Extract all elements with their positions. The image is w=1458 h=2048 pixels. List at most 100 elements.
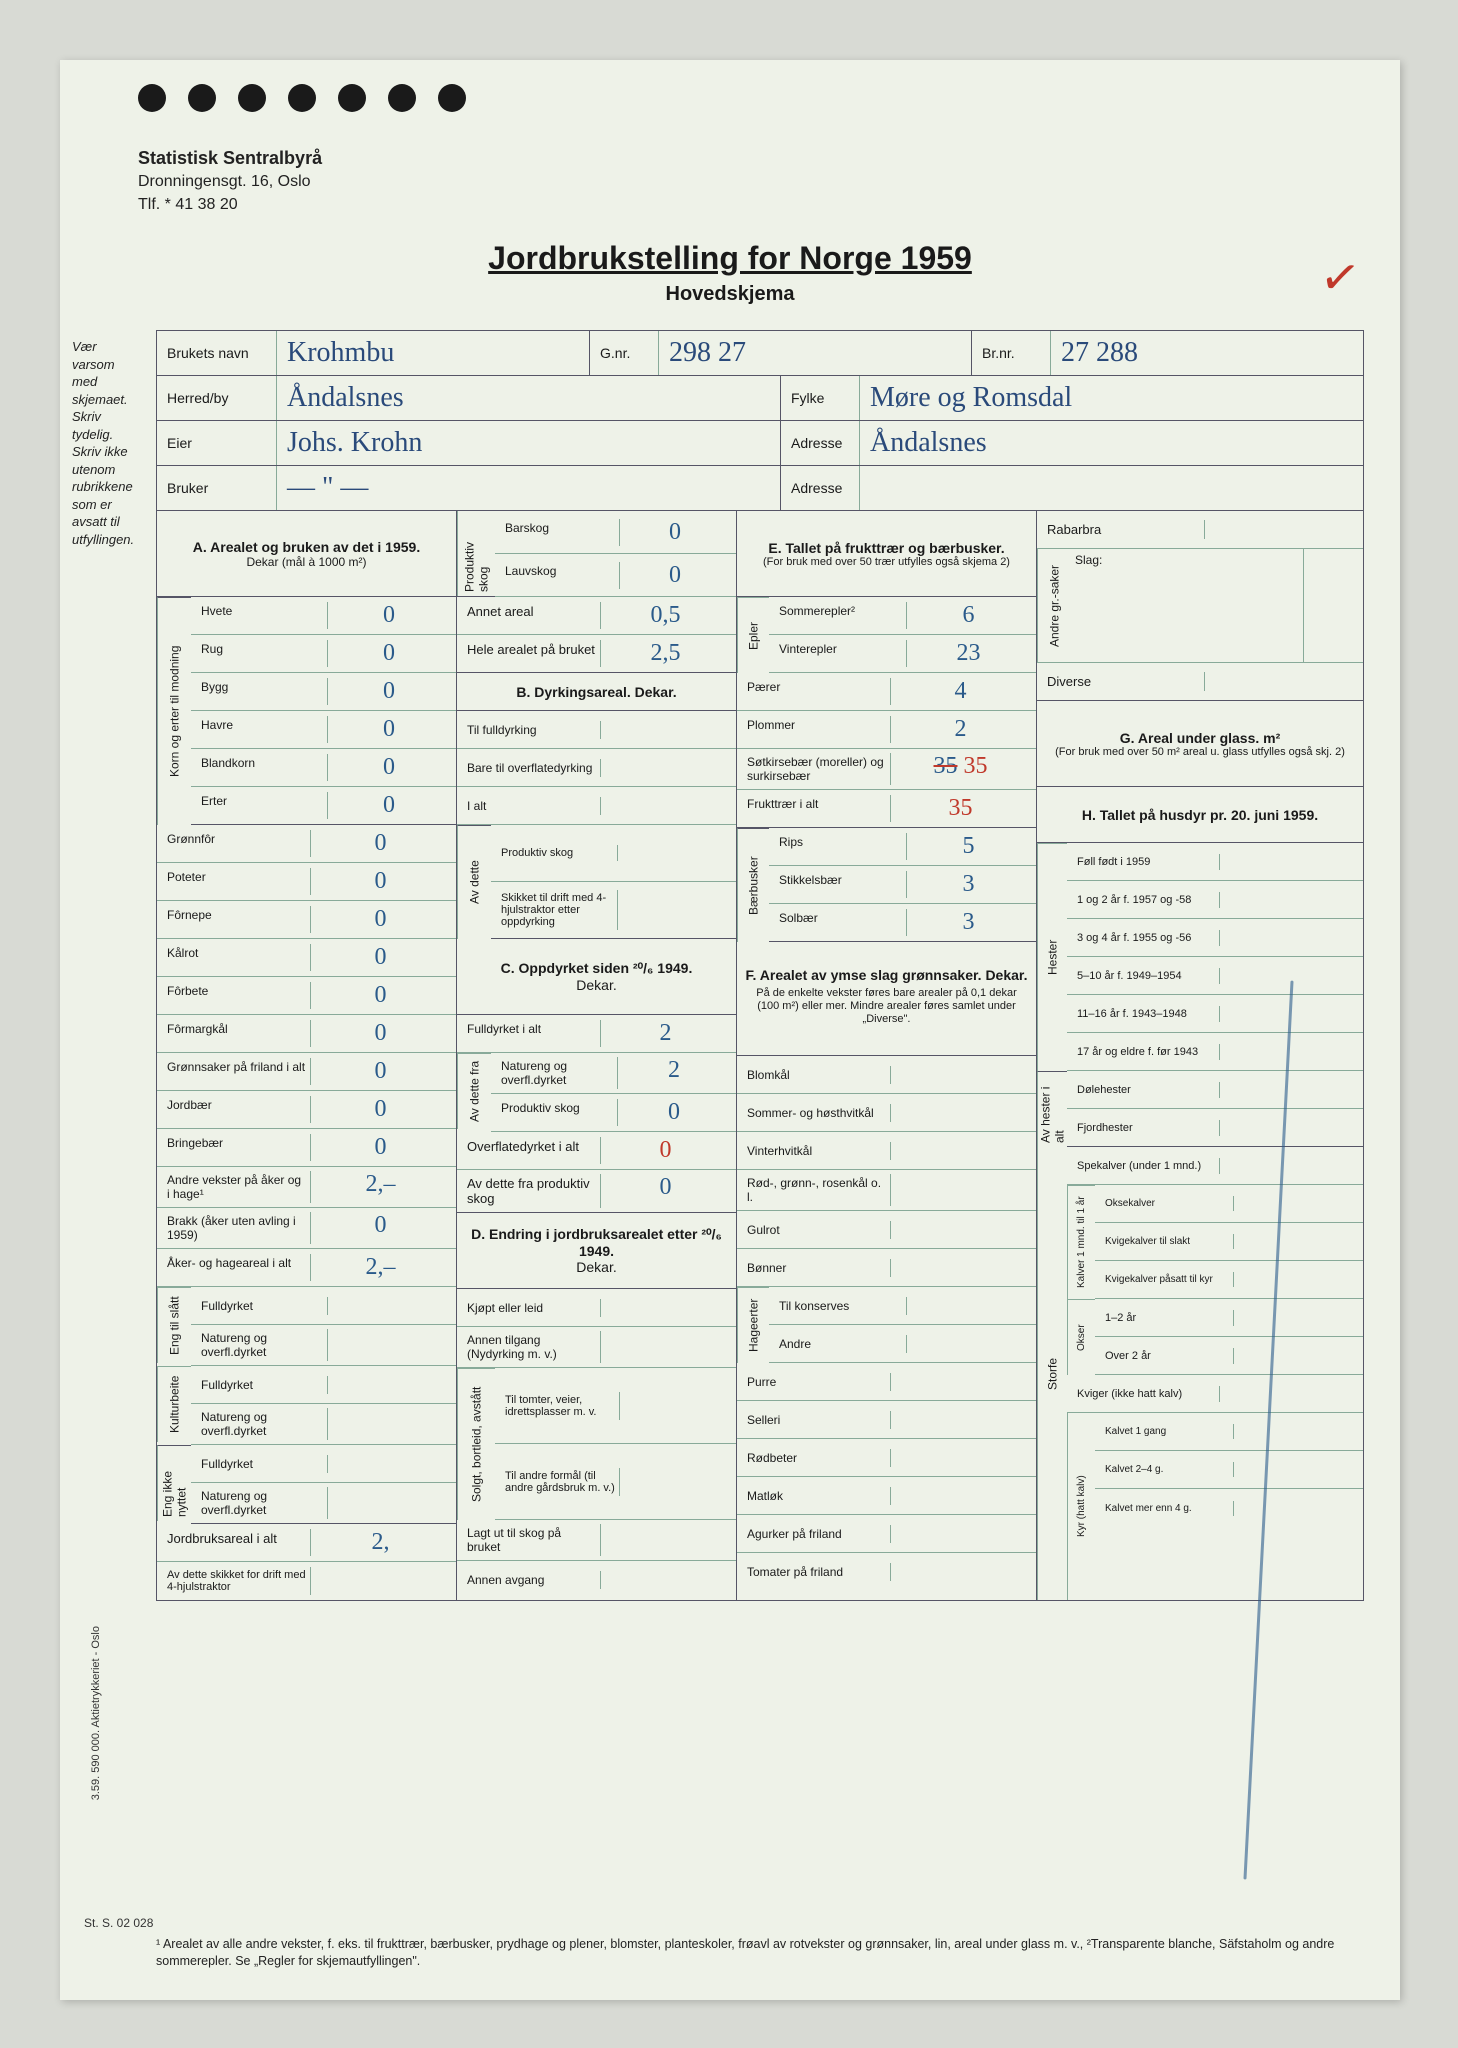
- row-value: 0: [328, 678, 450, 705]
- row-label: Gulrot: [743, 1221, 891, 1239]
- form-body: Brukets navn Krohmbu G.nr. 298 27 Br.nr.…: [156, 330, 1364, 1601]
- row-value: [618, 845, 730, 861]
- row-value: [618, 890, 730, 930]
- row-value: 0: [311, 1096, 450, 1123]
- val-herred: Åndalsnes: [277, 376, 780, 420]
- row-value: [891, 1373, 1030, 1391]
- c-over-l: Overflatedyrket i alt: [463, 1137, 601, 1164]
- title-main: Jordbrukstelling for Norge 1959: [60, 240, 1400, 277]
- data-row: 3 og 4 år f. 1955 og -56: [1067, 919, 1363, 957]
- row-label: Kjøpt eller leid: [463, 1299, 601, 1317]
- row-label: Bønner: [743, 1259, 891, 1277]
- row-value: 35: [891, 795, 1030, 822]
- data-row: Kalvet 1 gang: [1095, 1413, 1363, 1451]
- row-label: Selleri: [743, 1411, 891, 1429]
- row-label: Produktiv skog: [497, 845, 618, 861]
- data-row: Skikket til drift med 4-hjulstraktor ett…: [491, 882, 736, 939]
- annet-v: 0,5: [601, 602, 730, 629]
- slag-v: [1303, 549, 1363, 662]
- row-value: [601, 1331, 730, 1363]
- data-row: Hvete 0: [191, 597, 456, 635]
- data-row: Purre: [737, 1363, 1036, 1401]
- row-label: Skikket til drift med 4-hjulstraktor ett…: [497, 890, 618, 930]
- skikket-v: [311, 1567, 450, 1595]
- skikket-row: Av dette skikket for drift med 4-hjulstr…: [157, 1562, 456, 1600]
- row-bruker: Bruker — " — Adresse: [156, 465, 1364, 511]
- andre-gr-label: Andre gr.-saker: [1037, 549, 1071, 662]
- row-value: [1220, 892, 1358, 908]
- row-value: [620, 1468, 730, 1496]
- data-row: Fulldyrket: [191, 1445, 456, 1483]
- row-value: 0: [328, 754, 450, 781]
- hele-v: 2,5: [601, 640, 730, 667]
- row-label: Kålrot: [163, 944, 311, 971]
- row-label: Natureng og overfl.dyrket: [197, 1487, 328, 1519]
- row-value: [601, 759, 730, 777]
- row-value: [891, 1142, 1030, 1160]
- row-label: Fulldyrket: [197, 1297, 328, 1315]
- data-row: Til tomter, veier, idrettsplasser m. v.: [495, 1368, 736, 1444]
- c-avprod-v: 0: [601, 1174, 730, 1208]
- prodskog-vlabel: Produktiv skog: [457, 511, 495, 596]
- row-label: Oksekalver: [1101, 1196, 1234, 1211]
- diverse-row: Diverse: [1037, 663, 1363, 701]
- eng-vlabel: Eng til slått: [157, 1287, 191, 1363]
- punch-holes: [138, 84, 466, 112]
- data-row: Havre 0: [191, 711, 456, 749]
- data-row: Fôrnepe 0: [157, 901, 456, 939]
- data-row: Kjøpt eller leid: [457, 1289, 736, 1327]
- row-value: [1234, 1424, 1358, 1439]
- ikke-vlabel: Eng ikke nyttet: [157, 1445, 191, 1521]
- row-label: Brakk (åker uten avling i 1959): [163, 1212, 311, 1244]
- data-row: Produktiv skog: [491, 825, 736, 882]
- row-value: 2: [601, 1020, 730, 1047]
- data-row: Fulldyrket: [191, 1287, 456, 1325]
- row-value: 0: [311, 906, 450, 933]
- data-row: Fulldyrket i alt 2: [457, 1015, 736, 1053]
- c-over-v: 0: [601, 1137, 730, 1164]
- row-label: Dølehester: [1073, 1082, 1220, 1098]
- row-value: 0: [328, 640, 450, 667]
- c-over: Overflatedyrket i alt 0: [457, 1132, 736, 1170]
- row-label: Natureng og overfl.dyrket: [197, 1329, 328, 1361]
- row-label: Sommer- og høsthvitkål: [743, 1104, 891, 1122]
- row-value: [891, 1104, 1030, 1122]
- form-number: St. S. 02 028: [84, 1916, 153, 1930]
- data-row: Andre: [769, 1325, 1036, 1363]
- row-label: Rødbeter: [743, 1449, 891, 1467]
- row-label: Vinterhvitkål: [743, 1142, 891, 1160]
- c-avprod-l: Av dette fra produktiv skog: [463, 1174, 601, 1208]
- row-label: 17 år og eldre f. før 1943: [1073, 1044, 1220, 1060]
- row-label: Fôrmargkål: [163, 1020, 311, 1047]
- row-label: Til andre formål (til andre gårdsbruk m.…: [501, 1468, 620, 1496]
- data-row: 1 og 2 år f. 1957 og -58: [1067, 881, 1363, 919]
- row-label: Kalvet 2–4 g.: [1101, 1462, 1234, 1477]
- annet-row: Annet areal 0,5: [457, 597, 736, 635]
- col-ef: E. Tallet på frukttrær og bærbusker. (Fo…: [737, 511, 1037, 1600]
- data-row: I alt: [457, 787, 736, 825]
- busk-label: Bærbusker: [737, 828, 769, 942]
- head-b: B. Dyrkingsareal. Dekar.: [457, 673, 736, 711]
- data-row: Vinterhvitkål: [737, 1132, 1036, 1170]
- checkmark-icon: ✓: [1316, 247, 1364, 308]
- head-g: G. Areal under glass. m² (For bruk med o…: [1037, 701, 1363, 787]
- lbl-adresse2: Adresse: [780, 466, 860, 510]
- row-label: Natureng og overfl.dyrket: [197, 1408, 328, 1440]
- row-label: Blomkål: [743, 1066, 891, 1084]
- data-row: Fjordhester: [1067, 1109, 1363, 1147]
- data-row: Rug 0: [191, 635, 456, 673]
- data-row: Oksekalver: [1095, 1185, 1363, 1223]
- val-adresse2: [860, 466, 1363, 510]
- spe-v: [1220, 1158, 1358, 1174]
- row-value: [1220, 1120, 1358, 1136]
- col-bcd: Produktiv skog Barskog 0 Lauvskog 0 Anne…: [457, 511, 737, 1600]
- row-value: [328, 1297, 450, 1315]
- data-row: Natureng og overfl.dyrket: [191, 1325, 456, 1366]
- row-value: [1220, 1082, 1358, 1098]
- row-label: Rød-, grønn-, rosenkål o. l.: [743, 1174, 891, 1206]
- row-value: [891, 1259, 1030, 1277]
- kviger-row: Kviger (ikke hatt kalv): [1067, 1375, 1363, 1413]
- row-label: Produktiv skog: [497, 1099, 618, 1126]
- c-title: C. Oppdyrket siden ²⁰/₆ 1949.: [501, 960, 693, 977]
- row-label: Over 2 år: [1101, 1348, 1234, 1364]
